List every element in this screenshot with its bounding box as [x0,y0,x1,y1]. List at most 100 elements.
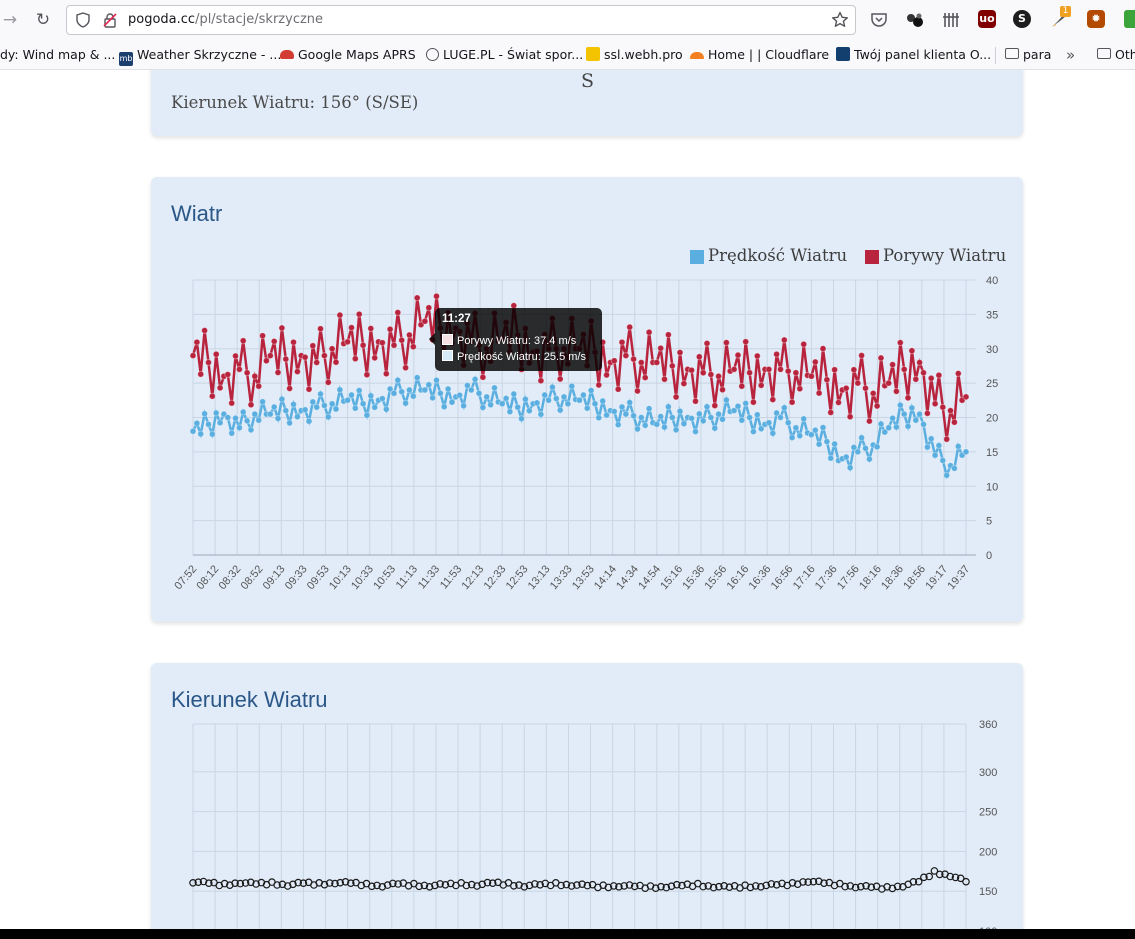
legend-gust-label[interactable]: Porywy Wiatru [883,246,1007,265]
direction-point [436,880,444,888]
speed-series-point [920,420,927,428]
shield-icon[interactable] [75,12,91,28]
gust-series-point [618,338,626,346]
direction-point [252,880,260,888]
gust-series-point [722,339,730,347]
speed-series-point [224,414,232,421]
x-tick-label: 16:56 [769,563,796,592]
speed-series-point [367,392,375,400]
gust-series-point [885,379,893,387]
speed-series-point [784,419,792,427]
speed-series-point [286,419,294,427]
bookmark-item[interactable]: ssl.webh.pro [586,46,683,64]
direction-point [909,877,918,886]
x-tick-label: 14:54 [636,563,663,592]
x-tick-label: 13:53 [570,563,597,592]
gust-series-point [858,352,866,359]
insecure-lock-icon[interactable] [102,12,118,28]
direction-point [699,882,707,891]
speed-series-point [556,406,564,414]
gust-series-point [382,370,390,378]
direction-point [236,879,245,888]
x-tick-label: 16:36 [747,563,774,592]
extension-bars-icon[interactable] [942,11,960,29]
bookmarks-bar: dy: Wind map & ... mb Weather Skrzyczne -… [0,40,1135,70]
bookmark-item[interactable]: dy: Wind map & ... [0,46,115,64]
taskbar-strip [0,929,1135,939]
direction-point [509,881,518,890]
extension-rocket-icon[interactable] [1050,10,1070,30]
extension-dots-icon[interactable] [905,11,925,29]
ovh-logo-icon [836,47,850,61]
globe-icon [426,48,439,61]
speed-series-point [479,404,487,411]
legend-swatch-speed[interactable] [690,250,704,264]
gust-series-point [348,324,355,332]
speed-series-point [583,404,591,412]
chevron-double-right-icon[interactable]: » [1066,46,1076,64]
gust-series-point [935,371,943,379]
speed-series-point [394,376,402,384]
legend-speed-label[interactable]: Prędkość Wiatru [708,246,848,265]
reload-icon[interactable]: ↻ [35,10,51,30]
gust-series-point [363,371,371,379]
x-tick-label: 15:56 [702,563,729,592]
speed-series-point [270,403,278,411]
gust-series-point [862,384,869,392]
speed-series-point [560,393,568,401]
pocket-icon[interactable] [870,11,888,29]
bookmark-item[interactable]: LUGE.PL - Świat spor... [426,46,583,64]
forward-icon[interactable]: → [2,10,18,30]
speed-series-point [939,457,947,464]
gust-series-point [232,352,239,360]
gust-series-point [239,337,247,345]
speed-series-point [912,416,920,424]
direction-point [704,882,713,890]
direction-point [431,881,439,890]
address-bar[interactable]: pogoda.cc/pl/stacje/skrzyczne [66,5,856,35]
extension-gear-icon[interactable]: ✹ [1087,10,1105,28]
bookmark-item[interactable]: mb Weather Skrzyczne - ... [119,46,281,66]
speed-series-point [892,423,900,431]
x-tick-label: 17:16 [791,563,818,592]
y-tick-label: 30 [986,344,998,356]
direction-point [788,878,797,887]
direction-point [799,878,807,886]
bookmark-item[interactable]: Google Maps APRS [280,46,416,64]
gust-series-point [228,399,236,407]
cloudflare-icon [690,52,704,59]
ublock-icon[interactable]: uo [978,10,996,28]
direction-point [820,879,828,888]
bookmark-folder[interactable]: para [1005,46,1051,64]
speed-series-point [212,409,220,417]
direction-point [935,870,944,879]
bookmark-item[interactable]: Home | | Cloudflare [690,46,829,64]
direction-point [962,877,970,886]
speed-series-point [819,424,827,431]
gust-series-point [622,352,630,360]
gust-series-point [784,367,792,375]
bookmark-folder[interactable]: Oth [1097,46,1135,64]
y-tick-label: 250 [979,807,997,819]
legend-swatch-gust[interactable] [865,250,879,264]
speed-series-point [440,403,448,411]
direction-point [767,880,776,888]
bookmark-item[interactable]: Twój panel klienta O... [836,46,991,64]
gust-series-point [208,392,216,400]
speed-series-point [293,413,301,421]
speed-series-point [313,403,321,411]
speed-series-point [193,419,201,427]
speed-series-point [290,400,297,408]
bookmark-label: Oth [1115,47,1135,62]
gust-series-point [842,384,850,392]
gust-series-point [293,368,301,376]
bookmark-star-icon[interactable] [831,11,849,29]
s-extension-icon[interactable]: S [1013,10,1031,28]
gust-series-point [479,373,487,381]
extension-green-icon[interactable] [1124,10,1135,28]
gust-series-point [769,396,777,404]
url-text[interactable]: pogoda.cc/pl/stacje/skrzyczne [128,12,323,27]
direction-point [615,882,623,891]
direction-point [278,880,287,889]
